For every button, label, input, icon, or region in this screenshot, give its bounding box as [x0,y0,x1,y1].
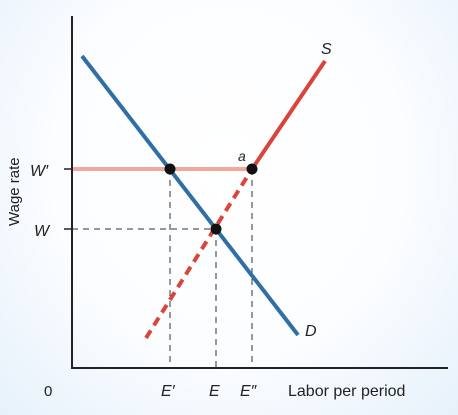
supply-curve-dashed [144,167,254,340]
label-point-a: a [238,148,246,164]
label-w-prime: W′ [30,163,49,180]
point-e [210,223,222,235]
label-e: E [209,383,220,400]
label-e-double-prime: E″ [240,383,258,400]
x-axis-label: Labor per period [288,383,405,400]
label-e-prime: E′ [161,383,176,400]
label-origin: 0 [44,383,52,400]
label-w: W [34,223,51,240]
point-a [246,163,258,175]
label-demand: D [305,323,317,340]
y-axis-label: Wage rate [6,157,23,226]
point-e-prime [164,163,176,175]
supply-curve-solid [250,59,327,171]
label-supply: S [321,41,332,58]
demand-curve [80,54,300,337]
